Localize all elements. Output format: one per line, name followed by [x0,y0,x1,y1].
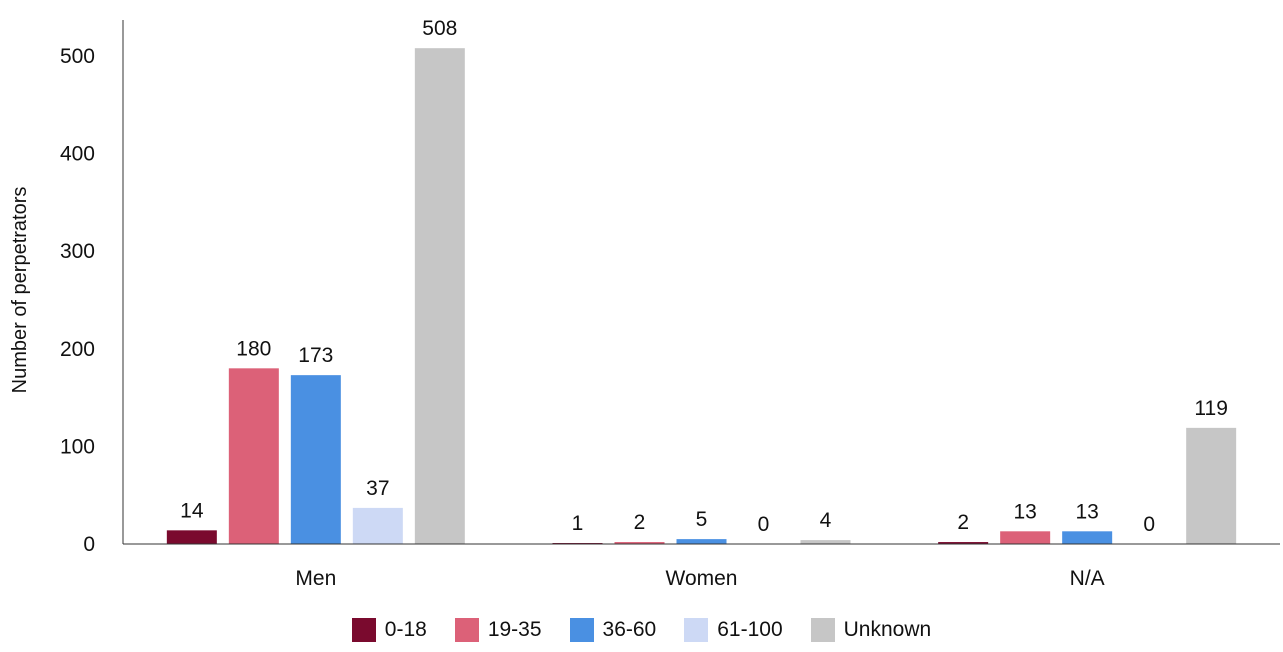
data-labels: 14 180 173 37 508 1 2 5 0 4 2 13 13 0 119 [180,17,1228,536]
y-tick-label: 300 [60,240,95,263]
data-label: 508 [422,17,457,40]
bar [352,507,403,544]
data-label: 37 [366,477,389,500]
x-category-label: N/A [1070,567,1105,590]
legend-item: Unknown [810,618,932,642]
data-label: 13 [1075,500,1098,523]
data-label: 173 [298,344,333,367]
legend-swatch [351,618,376,642]
data-label: 13 [1013,500,1036,523]
y-tick-label: 0 [83,533,95,556]
y-tick-label: 100 [60,435,95,458]
legend-item: 0-18 [351,618,427,642]
data-label: 119 [1194,397,1227,420]
legend-label: 19-35 [487,618,542,641]
data-label: 14 [180,499,204,522]
legend-item: 36-60 [569,618,657,642]
data-label: 4 [820,509,832,532]
bar [414,48,465,544]
legend-swatch [684,618,709,642]
bar [290,375,341,544]
y-tick-label: 500 [60,45,95,68]
legend-label: 61-100 [717,618,783,641]
legend-swatch [810,618,835,642]
bar [676,539,727,544]
y-axis-label-group: Number of perpetrators [9,187,31,394]
bars [166,48,1237,544]
bar [166,530,217,544]
y-tick-label: 400 [60,143,95,166]
legend-item: 19-35 [454,618,542,642]
bar [1062,531,1113,544]
bar-chart-plot: Number of perpetrators 0100200300400500 … [9,17,1280,590]
data-label: 0 [758,513,770,536]
data-label: 2 [634,511,646,534]
legend: 0-18 19-35 36-60 61-100 Unknown [0,618,1283,642]
data-label: 0 [1143,513,1155,536]
legend-label: 0-18 [384,618,427,641]
bar [1186,427,1237,544]
legend-item: 61-100 [684,618,783,642]
data-label: 180 [236,337,271,360]
x-category-label: Women [666,567,738,590]
legend-swatch [454,618,479,642]
legend-swatch [569,618,594,642]
legend-label: Unknown [843,618,932,641]
data-label: 2 [957,511,969,534]
bar [228,368,279,544]
data-label: 5 [696,508,708,531]
legend-label: 36-60 [602,618,657,641]
bar [1000,531,1051,544]
y-tick-label: 200 [60,338,95,361]
y-axis-ticks: 0 100 200 300 400 500 [60,45,95,556]
y-axis-label: Number of perpetrators [9,187,31,394]
bar [938,542,989,544]
x-category-label: Men [295,567,336,590]
data-label: 1 [572,512,584,535]
bar [800,540,851,544]
x-axis-categories: Men Women N/A [295,567,1104,590]
bar [614,542,665,544]
